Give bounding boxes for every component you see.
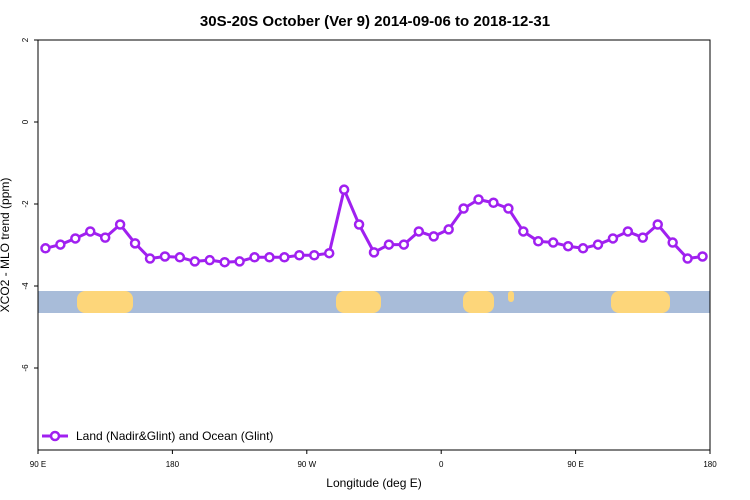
chart-title: 30S-20S October (Ver 9) 2014-09-06 to 20… — [200, 13, 550, 30]
data-point — [533, 236, 544, 247]
data-point — [338, 184, 350, 195]
data-point — [577, 243, 589, 254]
y-tick-label: 2 — [21, 37, 30, 42]
data-point — [279, 252, 290, 263]
x-tick-label: 180 — [166, 460, 180, 469]
data-point — [488, 197, 499, 209]
y-tick-label: 0 — [21, 119, 30, 124]
data-point — [458, 203, 469, 214]
data-point — [144, 253, 156, 264]
data-point — [159, 251, 171, 262]
data-point — [682, 253, 693, 264]
data-point — [174, 252, 186, 263]
data-point — [622, 226, 634, 237]
data-point — [428, 231, 439, 242]
y-axis-label: XCO2 - MLO trend (ppm) — [0, 178, 12, 313]
land-ocean-band — [38, 291, 710, 313]
data-point — [234, 256, 245, 267]
data-point — [264, 252, 275, 263]
data-point — [562, 240, 574, 252]
x-axis-label: Longitude (deg E) — [326, 476, 421, 490]
land-band — [77, 291, 133, 313]
data-point — [353, 219, 365, 230]
data-point — [55, 239, 66, 250]
data-point — [637, 232, 649, 243]
data-point — [70, 233, 81, 244]
legend: Land (Nadir&Glint) and Ocean (Glint) — [42, 429, 273, 443]
legend-label: Land (Nadir&Glint) and Ocean (Glint) — [76, 429, 273, 443]
data-point — [592, 239, 604, 250]
x-tick-label: 90 E — [30, 460, 46, 469]
x-tick-label: 180 — [703, 460, 717, 469]
data-point — [547, 237, 559, 248]
data-point — [368, 247, 380, 258]
data-point — [309, 250, 320, 261]
data-point — [294, 250, 305, 261]
data-point — [40, 243, 51, 254]
x-tick-label: 90 W — [297, 460, 316, 469]
data-point — [85, 226, 96, 237]
plot-frame — [37, 39, 711, 451]
data-point — [607, 233, 619, 244]
land-band — [508, 291, 514, 302]
data-point — [652, 219, 663, 230]
data-point — [204, 254, 215, 266]
data-point — [99, 232, 111, 243]
data-point — [114, 219, 126, 230]
data-point — [398, 239, 410, 250]
data-point — [219, 256, 230, 268]
data-point — [323, 247, 335, 259]
data-point — [189, 256, 201, 267]
land-band — [336, 291, 381, 313]
y-tick-label: -6 — [21, 364, 30, 372]
data-point — [473, 194, 484, 205]
land-band — [611, 291, 670, 313]
legend-marker — [49, 430, 61, 442]
data-point — [667, 237, 678, 248]
data-point — [697, 251, 708, 262]
data-point — [518, 226, 529, 237]
data-point — [249, 252, 260, 263]
x-tick-label: 90 E — [567, 460, 583, 469]
data-point — [383, 239, 395, 250]
data-point — [129, 238, 141, 249]
y-tick-label: -4 — [21, 282, 30, 290]
y-tick-label: -2 — [21, 200, 30, 208]
x-tick-label: 0 — [439, 460, 444, 469]
land-band — [463, 291, 494, 313]
data-point — [443, 224, 454, 235]
data-point — [503, 203, 514, 214]
data-point — [413, 226, 425, 237]
